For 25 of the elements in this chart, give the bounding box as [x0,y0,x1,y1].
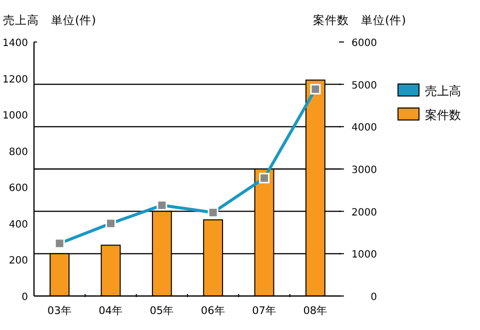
y2tick: 2000 [352,207,377,218]
ytick: 0 [22,292,28,303]
ytick: 200 [8,256,28,267]
xtick: 04年 [98,305,123,317]
ytick: 1000 [2,110,28,122]
xtick: 06年 [200,305,226,317]
ytick: 1200 [2,74,28,86]
ytick: 1400 [2,38,28,49]
ytick: 600 [8,183,28,194]
y2tick: 4000 [352,122,377,134]
y2tick: 3000 [352,165,377,176]
y2tick: 5000 [352,80,377,92]
ytick: 800 [8,146,28,158]
y2tick: 0 [370,292,377,303]
xtick: 05年 [150,305,174,317]
ylabel: 売上高 単位(件) [3,13,96,27]
legend-label: 売上高 [425,84,461,98]
y2tick: 1000 [352,250,377,261]
xtick: 07年 [252,305,276,317]
ytick: 400 [8,219,28,230]
y2tick: 6000 [352,38,377,49]
xtick: 08年 [303,305,328,317]
legend-label: 案件数 [425,108,461,122]
y2label: 案件数 単位(件) [313,13,406,27]
xtick: 03年 [47,305,72,317]
